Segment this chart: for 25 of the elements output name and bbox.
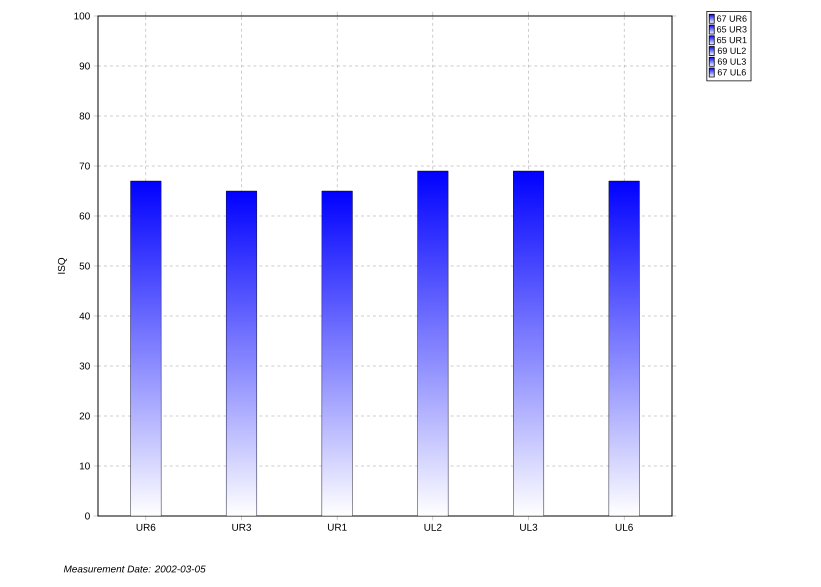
y-tick-label: 50 — [80, 262, 90, 270]
x-tick-label: UR3 — [232, 524, 252, 531]
legend-label: 67 UR6 — [717, 15, 747, 22]
x-tick-label: UR6 — [136, 524, 156, 531]
y-tick-label: 60 — [80, 212, 90, 220]
y-tick-label: 30 — [80, 362, 90, 370]
y-tick-label: 80 — [80, 112, 90, 120]
x-tick-label: UR1 — [328, 524, 347, 531]
legend-label: 67 UL6 — [718, 69, 746, 76]
y-tick-label: 10 — [80, 462, 90, 470]
legend-label: 65 UR1 — [717, 36, 747, 44]
x-tick-label: UL2 — [424, 524, 442, 531]
x-tick-label: UL6 — [616, 524, 633, 531]
y-axis-title: ISQ — [58, 258, 67, 274]
legend-label: 69 UL3 — [718, 58, 746, 65]
y-tick-label: 20 — [80, 412, 90, 420]
text: Measurement Date: 2002-03-05 — [64, 565, 206, 573]
y-tick-label: 70 — [80, 162, 90, 170]
y-tick-label: 0 — [85, 512, 90, 520]
y-tick-label: 90 — [80, 62, 90, 70]
y-tick-label: 40 — [79, 312, 90, 320]
y-tick-label: 100 — [74, 12, 90, 20]
legend-label: 65 UR3 — [717, 26, 747, 32]
x-tick-label: UL3 — [520, 524, 538, 531]
legend-label: 69 UL2 — [718, 48, 746, 54]
